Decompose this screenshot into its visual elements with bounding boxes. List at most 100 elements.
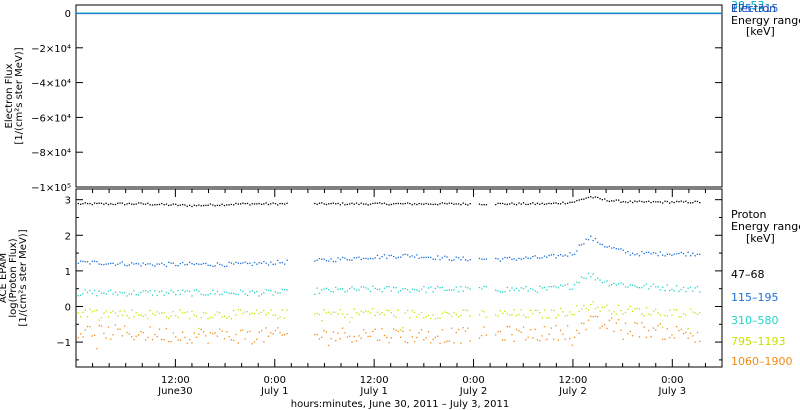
proton-point <box>330 202 332 205</box>
proton-point <box>182 261 184 264</box>
proton-point <box>165 327 168 330</box>
proton-point <box>170 340 172 343</box>
proton-point <box>165 316 168 318</box>
proton-point <box>388 204 390 206</box>
proton-point <box>434 203 437 205</box>
proton-point <box>274 263 277 265</box>
proton-point <box>499 291 501 293</box>
proton-point <box>418 257 420 259</box>
proton-point <box>402 288 404 290</box>
proton-point <box>458 257 460 259</box>
proton-point <box>147 317 149 320</box>
proton-point <box>270 309 272 311</box>
proton-point <box>332 260 334 263</box>
proton-point <box>608 319 610 321</box>
proton-point <box>323 203 325 205</box>
proton-point <box>624 322 627 324</box>
proton-point <box>564 338 566 340</box>
proton-point <box>349 288 351 290</box>
proton-point <box>423 256 425 259</box>
proton-point <box>578 199 580 201</box>
proton-point <box>246 331 249 333</box>
proton-point <box>246 262 249 265</box>
proton-point <box>548 286 550 288</box>
proton-point <box>360 202 362 204</box>
proton-point <box>606 246 608 248</box>
proton-point <box>110 203 112 205</box>
proton-point <box>105 293 107 295</box>
proton-point <box>518 330 520 332</box>
proton-point <box>506 257 508 259</box>
proton-point <box>669 289 671 292</box>
proton-point <box>207 342 209 344</box>
proton-point <box>124 204 126 206</box>
proton-point <box>114 203 117 206</box>
proton-point <box>604 281 606 283</box>
proton-point <box>432 338 434 340</box>
proton-point <box>464 259 467 261</box>
proton-point <box>594 279 597 281</box>
proton-point <box>631 201 634 204</box>
proton-point <box>195 336 198 338</box>
proton-point <box>131 203 133 205</box>
proton-point <box>154 314 156 316</box>
proton-point <box>557 339 559 341</box>
proton-point <box>195 205 198 207</box>
proton-point <box>365 257 367 259</box>
proton-point <box>335 340 337 342</box>
proton-point <box>469 203 471 205</box>
proton-point <box>323 309 325 311</box>
proton-point <box>576 329 578 332</box>
proton-point <box>432 203 434 206</box>
proton-point <box>114 264 117 266</box>
proton-point <box>105 263 107 265</box>
proton-point <box>694 200 696 202</box>
proton-legend-title-3: [keV] <box>746 232 775 245</box>
proton-point <box>325 260 328 262</box>
proton-point <box>601 243 603 246</box>
proton-point <box>362 311 365 313</box>
proton-point <box>184 312 186 314</box>
proton-point <box>506 325 508 328</box>
proton-point <box>228 204 230 206</box>
proton-point <box>506 286 508 289</box>
proton-point <box>117 263 119 265</box>
proton-point <box>277 327 279 329</box>
proton-point <box>219 328 221 330</box>
proton-point <box>362 257 365 260</box>
proton-point <box>393 315 395 317</box>
proton-point <box>527 290 529 292</box>
proton-point <box>599 198 601 200</box>
proton-point <box>469 259 471 261</box>
proton-point <box>645 283 648 285</box>
proton-point <box>149 290 151 292</box>
proton-point <box>274 314 277 316</box>
proton-point <box>692 335 694 337</box>
proton-point <box>355 257 358 259</box>
proton-point <box>314 202 316 205</box>
proton-point <box>430 286 432 288</box>
proton-point <box>77 312 79 314</box>
proton-point <box>620 282 622 284</box>
proton-point <box>659 323 661 325</box>
proton-point <box>643 201 645 203</box>
proton-point <box>696 253 699 255</box>
proton-point <box>460 286 462 288</box>
proton-point <box>583 304 585 307</box>
proton-point <box>615 284 617 286</box>
proton-point <box>279 316 281 318</box>
proton-point <box>402 254 404 256</box>
proton-point <box>82 336 84 338</box>
proton-point <box>622 249 624 251</box>
proton-point <box>121 335 123 337</box>
proton-point <box>696 313 699 315</box>
proton-point <box>564 203 566 205</box>
proton-point <box>272 314 274 316</box>
proton-point <box>650 336 652 338</box>
proton-point <box>154 290 156 292</box>
proton-point <box>407 341 409 344</box>
proton-point <box>448 313 450 315</box>
proton-point <box>110 338 112 340</box>
proton-point <box>395 202 397 205</box>
